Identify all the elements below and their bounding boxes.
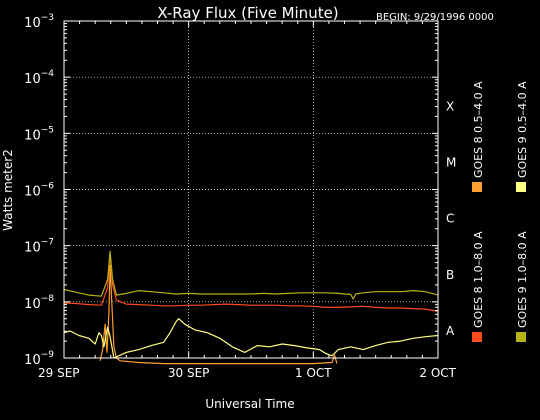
y-tick-label: 10−3 [24, 13, 54, 31]
x-tick-label: 2 OCT [419, 366, 456, 380]
y-tick-label: 10−8 [24, 294, 54, 312]
y-tick-exponent: −6 [41, 182, 55, 192]
flare-class-label: B [446, 268, 454, 282]
y-tick-base: 10 [24, 297, 41, 312]
y-axis-label: Watts meter2 [1, 149, 15, 231]
y-tick-base: 10 [24, 16, 41, 31]
legend-swatch [516, 182, 526, 192]
y-tick-exponent: −4 [41, 69, 55, 79]
legend-label: GOES 9 0.5–4.0 A [516, 81, 529, 178]
flare-class-label: X [446, 99, 454, 113]
y-tick-base: 10 [24, 241, 41, 256]
legend-swatch [516, 332, 526, 342]
y-tick-label: 10−4 [24, 69, 54, 87]
legend-swatch [472, 332, 482, 342]
begin-label: BEGIN: 9/29/1996 0000 [376, 12, 494, 23]
flare-class-label: M [446, 155, 456, 169]
legend-label: GOES 8 1.0–8.0 A [472, 231, 485, 328]
y-tick-label: 10−5 [24, 125, 54, 143]
y-tick-base: 10 [24, 128, 41, 143]
series-line [63, 253, 439, 312]
y-tick-base: 10 [24, 353, 41, 368]
legend-label: GOES 8 0.5–4.0 A [472, 81, 485, 178]
y-tick-label: 10−7 [24, 238, 54, 256]
flare-class-label: C [446, 212, 454, 226]
y-tick-label: 10−9 [24, 350, 54, 368]
legend-swatch [472, 182, 482, 192]
x-tick-label: 1 OCT [295, 366, 332, 380]
x-axis-label: Universal Time [205, 397, 294, 411]
series-line [63, 318, 439, 359]
legend-label: GOES 9 1.0–8.0 A [516, 231, 529, 328]
flare-class-label: A [446, 324, 455, 338]
series-line [99, 264, 338, 365]
x-tick-label: 29 SEP [38, 366, 80, 380]
series-line [63, 250, 439, 300]
y-tick-base: 10 [24, 72, 41, 87]
y-tick-exponent: −7 [41, 238, 54, 248]
y-tick-exponent: −5 [41, 125, 54, 135]
x-tick-label: 30 SEP [168, 366, 210, 380]
y-tick-label: 10−6 [24, 182, 54, 200]
y-tick-exponent: −9 [41, 350, 55, 360]
chart-title: X-Ray Flux (Five Minute) [157, 4, 338, 22]
y-tick-base: 10 [24, 185, 41, 200]
y-tick-exponent: −3 [41, 13, 54, 23]
y-tick-exponent: −8 [41, 294, 55, 304]
